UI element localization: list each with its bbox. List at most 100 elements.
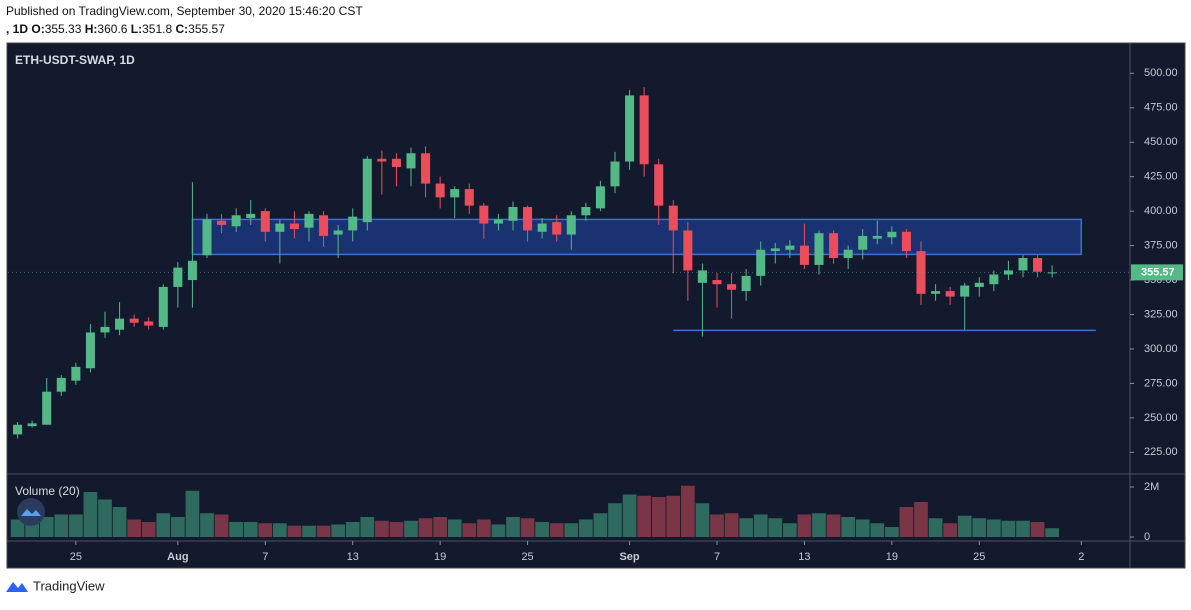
volume-bar	[549, 523, 564, 537]
candle-body	[595, 186, 605, 209]
ohlc-value: 355.57	[188, 22, 225, 36]
candle-body	[231, 215, 241, 227]
candle-body	[144, 321, 154, 326]
last-price-label: 355.57	[1141, 266, 1175, 278]
candle-body	[348, 216, 358, 231]
candle-body	[668, 205, 678, 231]
x-tick-label: 19	[886, 551, 898, 563]
ohlc-value: 351.8	[142, 22, 172, 36]
volume-bar	[753, 514, 768, 537]
y-tick-label: 500.00	[1144, 67, 1178, 79]
interval: , 1D	[6, 22, 28, 36]
candle-body	[785, 245, 795, 250]
volume-title: Volume (20)	[15, 484, 80, 498]
candle-body	[683, 230, 693, 271]
candle-body	[100, 326, 110, 333]
volume-bar	[243, 522, 258, 537]
volume-bar	[229, 522, 243, 537]
volume-bar	[1001, 520, 1016, 537]
chart-background	[6, 42, 1186, 569]
volume-bar	[724, 513, 739, 537]
candle-body	[187, 260, 197, 281]
volume-bar	[171, 517, 185, 537]
volume-bar	[681, 485, 695, 537]
y-tick-label: 225.00	[1144, 446, 1178, 458]
volume-bar	[331, 524, 345, 537]
candle-body	[435, 183, 445, 198]
volume-bar	[1030, 522, 1045, 537]
candle-body	[974, 282, 984, 287]
volume-bar	[987, 519, 1001, 537]
candle-body	[523, 207, 533, 231]
candle-body	[362, 158, 372, 223]
volume-bar	[957, 515, 972, 537]
volume-bar	[666, 495, 681, 537]
volume-bar	[112, 507, 127, 537]
volume-bar	[608, 503, 622, 537]
volume-bar	[477, 519, 491, 537]
candle-body	[115, 318, 125, 330]
ohlc-label: O:	[31, 22, 44, 36]
volume-bar	[345, 522, 360, 537]
volume-bar	[783, 523, 797, 537]
volume-bar	[855, 519, 870, 537]
candle-body	[421, 153, 431, 184]
x-tick-label: 13	[347, 551, 359, 563]
candle-body	[202, 219, 212, 256]
candle-body	[945, 291, 955, 297]
volume-bar	[1045, 528, 1059, 537]
y-tick-label: 325.00	[1144, 308, 1178, 320]
candle-body	[887, 231, 897, 238]
candle-body	[493, 219, 503, 224]
candle-body	[450, 189, 460, 198]
volume-bar	[433, 517, 447, 537]
ohlc-label: L:	[131, 22, 142, 36]
volume-bar	[651, 497, 666, 537]
candle-body	[566, 215, 576, 235]
candle-body	[858, 235, 868, 250]
candle-body	[610, 161, 620, 187]
y-tick-label: 400.00	[1144, 205, 1178, 217]
volume-bar	[54, 514, 69, 537]
volume-bar	[69, 514, 83, 537]
volume-bar	[695, 503, 710, 537]
x-tick-label: 25	[70, 551, 82, 563]
volume-bar	[418, 518, 433, 537]
volume-bar	[593, 513, 608, 537]
candle-body	[56, 377, 66, 392]
candle-body	[697, 270, 707, 283]
volume-bar	[258, 523, 273, 537]
x-tick-label: 2	[1078, 551, 1084, 563]
tradingview-logo: TradingView	[6, 578, 105, 593]
symbol-title: ETH-USDT-SWAP, 1D	[15, 53, 135, 67]
x-tick-label: Sep	[619, 551, 639, 563]
volume-bar	[899, 507, 914, 537]
volume-bar	[389, 522, 404, 537]
y-tick-label: 475.00	[1144, 102, 1178, 114]
candle-body	[246, 213, 256, 219]
candle-body	[508, 207, 518, 221]
candle-body	[27, 423, 37, 427]
candle-body	[741, 275, 751, 292]
candle-body	[217, 220, 227, 225]
volume-bar	[141, 522, 156, 537]
volume-bar	[273, 523, 287, 537]
volume-bar	[316, 525, 331, 537]
volume-bar	[200, 513, 214, 537]
volume-bar	[491, 524, 506, 537]
y-tick-label: 450.00	[1144, 136, 1178, 148]
volume-bar	[506, 517, 520, 537]
candle-body	[756, 249, 766, 276]
candle-body	[158, 286, 168, 327]
ohlc-label: C:	[176, 22, 189, 36]
volume-bar	[637, 495, 651, 537]
candle-body	[639, 95, 649, 165]
x-tick-label: 7	[714, 551, 720, 563]
ohlc-value: 360.6	[97, 22, 127, 36]
candle-body	[406, 153, 416, 169]
volume-bar	[214, 514, 229, 537]
candle-body	[872, 235, 882, 239]
volume-bar	[928, 518, 943, 537]
x-tick-label: 19	[434, 551, 446, 563]
